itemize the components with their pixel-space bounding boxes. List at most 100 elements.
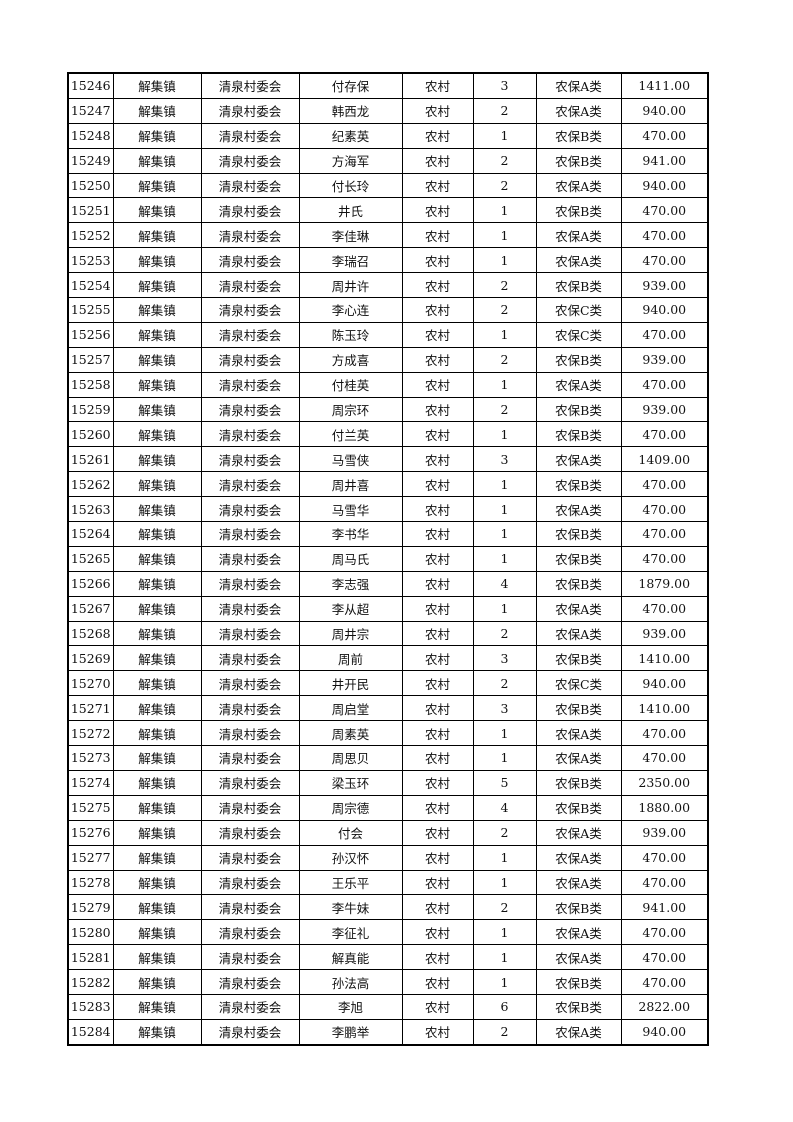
household-type-cell: 农村 <box>401 272 474 299</box>
record-id-cell: 15252 <box>67 222 114 249</box>
amount-cell: 939.00 <box>620 819 709 846</box>
record-id-cell: 15279 <box>67 894 114 921</box>
village-committee-cell: 清泉村委会 <box>200 122 300 149</box>
table-row: 15262 解集镇 清泉村委会 周井喜 农村 1 农保B类 470.00 <box>67 471 709 498</box>
town-cell: 解集镇 <box>112 97 202 124</box>
table-body: 15246 解集镇 清泉村委会 付存保 农村 3 农保A类 1411.00 15247 解集镇 清泉… <box>67 72 709 1046</box>
amount-cell: 470.00 <box>620 371 709 398</box>
record-id-cell: 15257 <box>67 346 114 373</box>
name-cell: 周井喜 <box>298 471 403 498</box>
table-row: 15251 解集镇 清泉村委会 井氏 农村 1 农保B类 470.00 <box>67 197 709 224</box>
town-cell: 解集镇 <box>112 172 202 199</box>
record-id-cell: 15277 <box>67 844 114 871</box>
insurance-category-cell: 农保B类 <box>535 471 622 498</box>
town-cell: 解集镇 <box>112 521 202 547</box>
record-id-cell: 15276 <box>67 819 114 846</box>
member-count-cell: 2 <box>472 819 537 846</box>
village-committee-cell: 清泉村委会 <box>200 844 300 871</box>
town-cell: 解集镇 <box>112 869 202 896</box>
name-cell: 周宗环 <box>298 396 403 423</box>
member-count-cell: 1 <box>472 720 537 747</box>
village-committee-cell: 清泉村委会 <box>200 72 300 99</box>
amount-cell: 470.00 <box>620 595 709 622</box>
member-count-cell: 2 <box>472 147 537 174</box>
household-type-cell: 农村 <box>401 122 474 149</box>
table-row: 15249 解集镇 清泉村委会 方海军 农村 2 农保B类 941.00 <box>67 147 709 174</box>
record-id-cell: 15274 <box>67 769 114 796</box>
household-type-cell: 农村 <box>401 247 474 274</box>
village-committee-cell: 清泉村委会 <box>200 969 300 995</box>
household-type-cell: 农村 <box>401 869 474 896</box>
record-id-cell: 15259 <box>67 396 114 423</box>
insurance-category-cell: 农保B类 <box>535 645 622 672</box>
amount-cell: 941.00 <box>620 147 709 174</box>
amount-cell: 470.00 <box>620 969 709 995</box>
table-row: 15254 解集镇 清泉村委会 周井许 农村 2 农保B类 939.00 <box>67 272 709 299</box>
village-committee-cell: 清泉村委会 <box>200 869 300 896</box>
table-row: 15259 解集镇 清泉村委会 周宗环 农村 2 农保B类 939.00 <box>67 396 709 423</box>
household-type-cell: 农村 <box>401 570 474 597</box>
table-row: 15279 解集镇 清泉村委会 李牛妹 农村 2 农保B类 941.00 <box>67 894 709 921</box>
name-cell: 梁玉环 <box>298 769 403 796</box>
record-id-cell: 15260 <box>67 421 114 448</box>
household-type-cell: 农村 <box>401 645 474 672</box>
record-id-cell: 15280 <box>67 919 114 946</box>
name-cell: 李佳琳 <box>298 222 403 249</box>
insurance-category-cell: 农保A类 <box>535 819 622 846</box>
village-committee-cell: 清泉村委会 <box>200 222 300 249</box>
village-committee-cell: 清泉村委会 <box>200 496 300 523</box>
town-cell: 解集镇 <box>112 819 202 846</box>
town-cell: 解集镇 <box>112 969 202 995</box>
insurance-category-cell: 农保B类 <box>535 346 622 373</box>
amount-cell: 470.00 <box>620 496 709 523</box>
amount-cell: 470.00 <box>620 844 709 871</box>
household-type-cell: 农村 <box>401 197 474 224</box>
village-committee-cell: 清泉村委会 <box>200 769 300 796</box>
town-cell: 解集镇 <box>112 745 202 771</box>
record-id-cell: 15255 <box>67 297 114 323</box>
household-type-cell: 农村 <box>401 496 474 523</box>
record-id-cell: 15254 <box>67 272 114 299</box>
insurance-category-cell: 农保B类 <box>535 272 622 299</box>
member-count-cell: 2 <box>472 1018 537 1046</box>
village-committee-cell: 清泉村委会 <box>200 396 300 423</box>
insurance-category-cell: 农保B类 <box>535 894 622 921</box>
amount-cell: 470.00 <box>620 471 709 498</box>
table-row: 15265 解集镇 清泉村委会 周马氏 农村 1 农保B类 470.00 <box>67 545 709 572</box>
town-cell: 解集镇 <box>112 147 202 174</box>
village-committee-cell: 清泉村委会 <box>200 371 300 398</box>
member-count-cell: 2 <box>472 396 537 423</box>
amount-cell: 470.00 <box>620 745 709 771</box>
name-cell: 周井宗 <box>298 620 403 647</box>
record-id-cell: 15269 <box>67 645 114 672</box>
record-id-cell: 15284 <box>67 1018 114 1046</box>
member-count-cell: 3 <box>472 446 537 473</box>
insurance-category-cell: 农保A类 <box>535 496 622 523</box>
insurance-category-cell: 农保B类 <box>535 545 622 572</box>
household-type-cell: 农村 <box>401 844 474 871</box>
household-type-cell: 农村 <box>401 894 474 921</box>
record-id-cell: 15264 <box>67 521 114 547</box>
member-count-cell: 1 <box>472 222 537 249</box>
amount-cell: 470.00 <box>620 545 709 572</box>
amount-cell: 940.00 <box>620 1018 709 1046</box>
member-count-cell: 2 <box>472 297 537 323</box>
name-cell: 付桂英 <box>298 371 403 398</box>
village-committee-cell: 清泉村委会 <box>200 172 300 199</box>
town-cell: 解集镇 <box>112 471 202 498</box>
name-cell: 孙法高 <box>298 969 403 995</box>
record-id-cell: 15258 <box>67 371 114 398</box>
household-type-cell: 农村 <box>401 1018 474 1046</box>
member-count-cell: 1 <box>472 247 537 274</box>
member-count-cell: 1 <box>472 122 537 149</box>
town-cell: 解集镇 <box>112 1018 202 1046</box>
name-cell: 李志强 <box>298 570 403 597</box>
name-cell: 李书华 <box>298 521 403 547</box>
household-type-cell: 农村 <box>401 545 474 572</box>
village-committee-cell: 清泉村委会 <box>200 993 300 1020</box>
household-type-cell: 农村 <box>401 769 474 796</box>
amount-cell: 939.00 <box>620 396 709 423</box>
table-row: 15280 解集镇 清泉村委会 李征礼 农村 1 农保A类 470.00 <box>67 919 709 946</box>
insurance-category-cell: 农保A类 <box>535 720 622 747</box>
amount-cell: 470.00 <box>620 321 709 348</box>
